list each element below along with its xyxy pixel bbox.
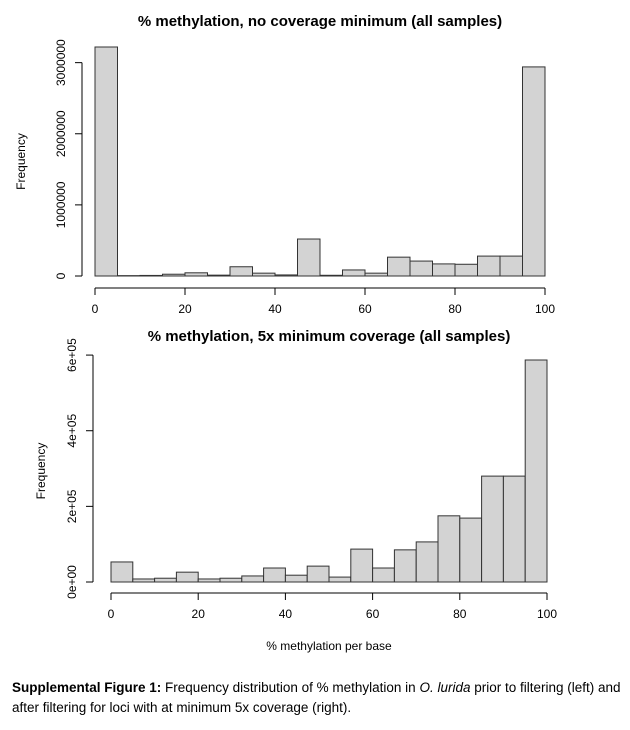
x-tick-label: 0 — [92, 302, 99, 316]
bar — [524, 359, 548, 583]
y-tick-label: 0 — [54, 272, 68, 279]
caption-species: O. lurida — [419, 680, 471, 695]
bar — [263, 567, 286, 583]
y-tick-label: 3000000 — [54, 39, 68, 86]
bar — [415, 541, 439, 583]
bar — [409, 260, 433, 277]
bar — [502, 475, 526, 583]
bar — [459, 517, 483, 583]
caption-text: Frequency distribution of % methylation … — [165, 680, 416, 695]
y-tick-label: 2000000 — [54, 110, 68, 157]
bar — [499, 255, 523, 277]
caption: Supplemental Figure 1: Frequency distrib… — [12, 678, 624, 718]
y-tick-label: 6e+05 — [65, 338, 79, 372]
bar — [284, 574, 308, 583]
chart-title: % methylation, no coverage minimum (all … — [138, 13, 502, 30]
bar — [184, 272, 208, 277]
figure: % methylation, no coverage minimum (all … — [14, 13, 557, 653]
caption-label: Supplemental Figure 1: — [12, 680, 162, 695]
x-axis-label: % methylation per base — [266, 639, 392, 653]
bar — [219, 577, 243, 583]
y-tick-label: 4e+05 — [65, 414, 79, 448]
bar — [110, 561, 134, 583]
bar — [387, 256, 411, 277]
y-axis-label: Frequency — [14, 133, 28, 190]
y-tick-label: 0e+00 — [65, 565, 79, 599]
bar — [154, 577, 177, 583]
bar — [481, 475, 504, 583]
y-tick-label: 2e+05 — [65, 489, 79, 523]
bar — [364, 272, 388, 277]
bar — [328, 576, 352, 583]
bar — [477, 255, 501, 277]
y-axis-label: Frequency — [34, 443, 48, 500]
bar — [454, 263, 478, 277]
bar — [241, 575, 265, 583]
bar — [207, 274, 231, 277]
chart-title: % methylation, 5x minimum coverage (all … — [148, 328, 511, 345]
bar — [297, 238, 321, 277]
bar — [175, 571, 199, 583]
bar — [139, 274, 163, 277]
bar — [350, 548, 374, 583]
bar — [162, 273, 186, 277]
bar — [393, 549, 417, 583]
bar — [252, 272, 276, 277]
bar — [229, 266, 253, 277]
bar — [522, 66, 546, 277]
bar — [372, 567, 395, 583]
bar — [197, 578, 221, 583]
bar — [319, 274, 343, 277]
bar — [132, 578, 156, 583]
x-tick-label: 0 — [108, 607, 115, 621]
x-tick-label: 20 — [192, 607, 206, 621]
x-tick-label: 40 — [268, 302, 282, 316]
bar — [437, 515, 461, 583]
x-tick-label: 100 — [535, 302, 555, 316]
y-tick-label: 1000000 — [54, 181, 68, 228]
caption-text: prior to filtering (left) and after filt… — [12, 680, 621, 715]
bar — [432, 263, 456, 277]
x-tick-label: 60 — [366, 607, 380, 621]
x-tick-label: 100 — [537, 607, 557, 621]
x-tick-label: 20 — [178, 302, 192, 316]
bar — [342, 269, 366, 277]
bar — [274, 274, 298, 277]
x-tick-label: 80 — [453, 607, 467, 621]
x-tick-label: 80 — [448, 302, 462, 316]
x-tick-label: 40 — [279, 607, 293, 621]
bar — [94, 46, 118, 277]
x-tick-label: 60 — [358, 302, 372, 316]
bar — [306, 565, 330, 583]
